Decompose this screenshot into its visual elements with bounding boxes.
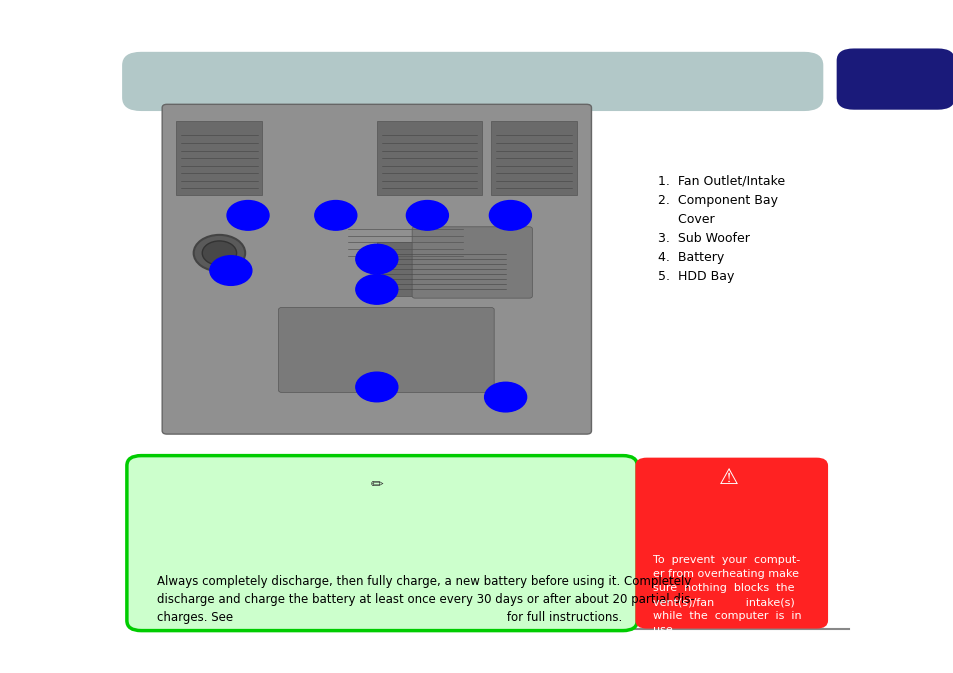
FancyBboxPatch shape	[412, 227, 532, 298]
FancyBboxPatch shape	[635, 458, 827, 629]
FancyBboxPatch shape	[836, 48, 953, 110]
Circle shape	[489, 201, 531, 230]
Circle shape	[484, 382, 526, 412]
Text: 1.  Fan Outlet/Intake
2.  Component Bay
     Cover
3.  Sub Woofer
4.  Battery
5.: 1. Fan Outlet/Intake 2. Component Bay Co…	[658, 175, 784, 283]
FancyBboxPatch shape	[127, 456, 637, 631]
FancyBboxPatch shape	[376, 242, 510, 296]
FancyBboxPatch shape	[122, 52, 822, 111]
Text: To  prevent  your  comput-
er from overheating make
sure  nothing  blocks  the
v: To prevent your comput- er from overheat…	[653, 555, 801, 635]
FancyBboxPatch shape	[176, 121, 262, 195]
Text: Always completely discharge, then fully charge, a new battery before using it. C: Always completely discharge, then fully …	[157, 575, 695, 625]
FancyBboxPatch shape	[491, 121, 577, 195]
Circle shape	[202, 241, 236, 265]
Circle shape	[210, 256, 252, 285]
Circle shape	[355, 372, 397, 402]
FancyBboxPatch shape	[162, 104, 591, 434]
Circle shape	[355, 244, 397, 274]
Text: ⚠: ⚠	[719, 468, 738, 488]
Circle shape	[193, 235, 245, 271]
FancyBboxPatch shape	[376, 121, 481, 195]
Circle shape	[355, 275, 397, 304]
Circle shape	[406, 201, 448, 230]
Text: ✏: ✏	[370, 477, 383, 492]
Circle shape	[314, 201, 356, 230]
Circle shape	[227, 201, 269, 230]
FancyBboxPatch shape	[278, 308, 494, 392]
